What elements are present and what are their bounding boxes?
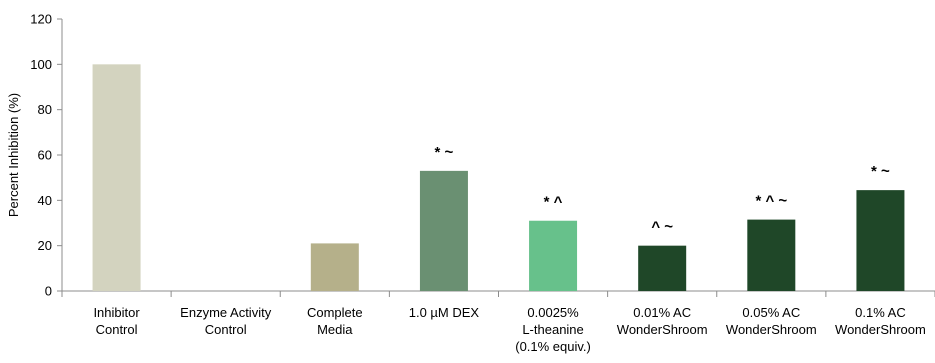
significance-label: * ^ <box>544 194 563 211</box>
x-category-label: 0.1% AC <box>855 305 906 320</box>
significance-label: ^ ~ <box>651 219 673 236</box>
x-category-label: Complete <box>307 305 363 320</box>
y-tick-label: 120 <box>30 12 52 27</box>
x-category-label: 0.0025% <box>527 305 579 320</box>
y-tick-label: 60 <box>38 148 52 163</box>
y-tick-label: 40 <box>38 193 52 208</box>
bar <box>856 190 905 291</box>
y-tick-label: 100 <box>30 57 52 72</box>
bar <box>747 219 796 291</box>
x-category-label: (0.1% equiv.) <box>515 339 591 354</box>
y-axis-title: Percent Inhibition (%) <box>6 93 21 217</box>
bar <box>92 64 141 291</box>
x-category-label: WonderShroom <box>726 322 817 337</box>
y-tick-label: 80 <box>38 102 52 117</box>
bar <box>638 245 687 291</box>
x-category-label: 1.0 µM DEX <box>409 305 480 320</box>
bar <box>310 243 359 291</box>
significance-label: * ~ <box>435 144 454 161</box>
x-category-label: Media <box>317 322 353 337</box>
x-category-label: WonderShroom <box>835 322 926 337</box>
x-category-label: L-theanine <box>522 322 583 337</box>
x-category-label: Control <box>205 322 247 337</box>
y-tick-label: 20 <box>38 238 52 253</box>
bar <box>419 170 468 291</box>
x-category-label: 0.01% AC <box>633 305 691 320</box>
x-category-label: Inhibitor <box>93 305 140 320</box>
x-category-label: 0.05% AC <box>742 305 800 320</box>
significance-label: * ^ ~ <box>755 193 787 210</box>
plot-area: 0 20 40 60 80 100 120 Inhibitor Control Enzyme Ac… <box>30 12 935 354</box>
significance-label: * ~ <box>871 163 890 180</box>
y-tick-label: 0 <box>45 284 52 299</box>
x-category-label: WonderShroom <box>617 322 708 337</box>
x-category-label: Control <box>96 322 138 337</box>
bar <box>529 220 578 291</box>
x-category-label: Enzyme Activity <box>180 305 272 320</box>
